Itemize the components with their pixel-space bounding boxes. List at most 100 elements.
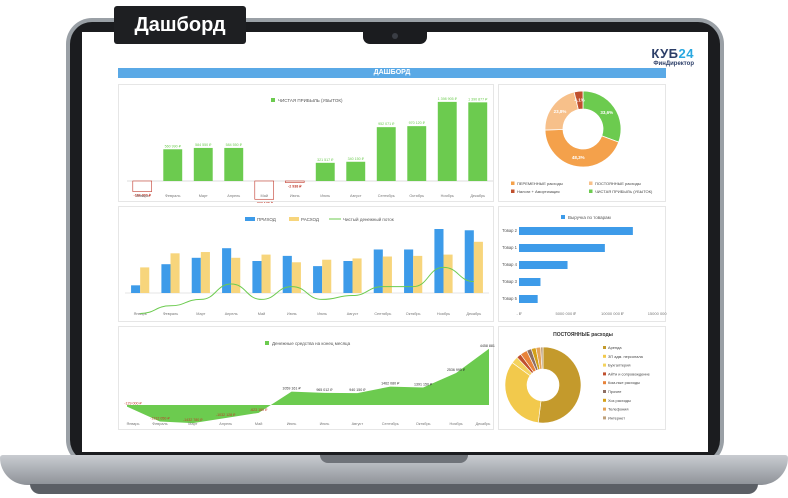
income-bar [252,261,262,293]
cash-value-label: -623 160 ₽ [250,408,268,412]
flow-chart-panel: ПРИХОД РАСХОД Чистый денежный поток Январь Ф… [118,206,494,322]
revenue-chart: Выручка по товарам Товар 2 Товар 1 Товар 4 Т… [502,215,671,316]
cash-area [127,348,489,424]
profit-bar-negative [132,180,153,192]
cash-value-label: 2536 995 ₽ [447,368,466,372]
month-tick-label: Январь [126,422,139,426]
legend-swatch [603,372,606,376]
profit-bar [468,102,488,181]
bar-value-label: 1 398 905 ₽ [438,97,458,101]
legend-swatch [603,346,606,349]
logo: КУБ24 ФинДиректор [614,46,694,67]
value-tick-label: - ₽ [517,311,522,316]
profit-bar [376,127,396,181]
month-tick-label: Октябрь [409,194,424,198]
legend-swatch [561,215,565,219]
legend-label: ПОСТОЯННЫЕ расходы [595,181,641,186]
item-tick-label: Товар 4 [502,262,518,267]
legend-label: РАСХОД [301,217,319,222]
cash-value-label: 965 012 ₽ [316,388,333,392]
month-tick-label: Октябрь [416,422,431,426]
legend-swatch [589,189,593,193]
legend-swatch [271,98,275,102]
income-bar [222,248,232,293]
laptop-base-shadow [30,484,758,494]
bar-value-label: -2 938 ₽ [288,185,302,189]
expense-bar [261,254,271,293]
legend-swatch [265,341,269,345]
legend-label: ЧИСТАЯ ПРИБЫЛЬ (УБЫТОК) [595,189,653,194]
pie-slice-label: 4,1% [574,98,584,103]
laptop-base-lip [320,455,468,463]
profit-bar-negative [284,180,305,183]
profit-bar [224,147,244,181]
flow-chart: ПРИХОД РАСХОД Чистый денежный поток Январь Ф… [125,216,489,316]
cash-chart-panel: Денежные средства на конец месяца -129 00… [118,326,499,430]
page-badge: Дашборд [114,6,246,44]
month-tick-label: Март [188,422,197,426]
pie-slice [573,90,584,111]
legend-label: Ком-ные расходы [608,380,640,385]
legend-label: Чистый денежный поток [343,216,394,222]
month-tick-label: Апрель [219,422,232,426]
legend-swatch [603,416,606,420]
month-tick-label: Август [350,194,362,198]
income-bar [191,257,201,293]
month-tick-label: Ноябрь [437,312,450,316]
item-tick-label: Товар 2 [502,228,518,233]
cash-value-label: 940 150 ₽ [349,388,366,392]
legend-label: ПЕРЕМЕННЫЕ расходы [517,181,563,186]
legend-swatch-expense [289,217,299,221]
month-tick-label: Январь [134,312,147,316]
bar-value-label: 584 550 ₽ [226,143,243,147]
pie-slice [504,362,542,424]
month-tick-label: Декабрь [470,194,485,198]
month-tick-label: Июль [320,422,330,426]
profit-bar [346,161,366,181]
profit-bar [193,147,213,181]
legend-label: Прочее [608,389,621,394]
fixed-pie-panel: ПОСТОЯННЫЕ расходы Аренда ЗП адм. персонал… [498,326,666,430]
month-tick-label: Май [258,312,265,316]
month-tick-label: Июнь [287,422,297,426]
item-tick-label: Товар 1 [502,245,518,250]
cash-value-label: -129 000 ₽ [124,402,142,406]
legend-label: Аренда [608,345,622,350]
pie-slice-label: 48,3% [572,155,585,160]
dashboard-screen: КУБ24 ФинДиректор ДАШБОРД ЧИСТАЯ ПРИБЫЛЬ… [82,32,708,452]
month-tick-label: Июнь [287,312,297,316]
bar-value-label: 340 150 ₽ [348,157,365,161]
income-bar [282,255,292,293]
legend-swatch [511,189,515,193]
legend-label: Выручка по товарам [568,215,611,220]
value-tick-label: 10000 000 ₽ [601,311,624,316]
legend-swatch [603,398,606,402]
profit-bar [315,162,335,181]
legend-label: Налоги + Амортизация [517,189,560,194]
cash-value-label: -1432 780 ₽ [183,418,203,422]
legend-swatch [603,381,606,385]
income-bar [404,249,414,293]
revenue-bar [519,227,633,235]
month-tick-label: Январь [136,194,149,198]
legend-swatch [603,407,606,411]
legend-swatch [511,181,515,185]
month-tick-label: Ноябрь [441,194,454,198]
pie-slice-label: 33,6% [600,110,613,115]
revenue-bar [519,261,568,269]
expense-bar [443,254,453,293]
bar-value-label: 1 390 877 ₽ [468,97,488,101]
expense-bar [382,256,392,293]
income-bar [161,264,171,293]
expense-bar [140,267,150,293]
pie-slice [540,346,544,370]
legend-label: АйТи и сопровождение [608,371,650,376]
revenue-chart-panel: Выручка по товарам Товар 2 Товар 1 Товар 4 Т… [498,206,671,322]
bar-value-label: -323 130 ₽ [256,201,274,203]
legend-label: ЧИСТАЯ ПРИБЫЛЬ (УБЫТОК) [278,98,343,103]
camera-icon [392,33,398,39]
expense-bar [322,259,332,293]
pie-slice [582,90,622,143]
profit-bar [437,101,457,181]
